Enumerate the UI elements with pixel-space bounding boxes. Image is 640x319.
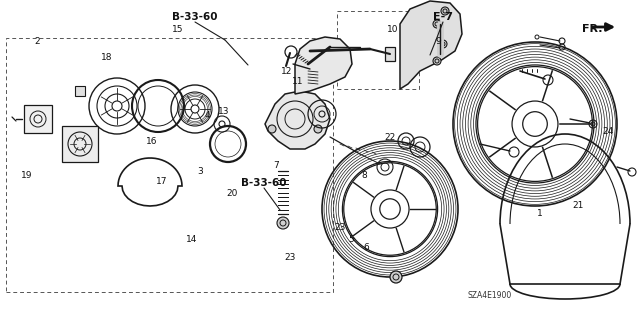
Circle shape	[268, 125, 276, 133]
Text: 23: 23	[284, 254, 296, 263]
Text: 23: 23	[334, 224, 346, 233]
Text: 22: 22	[385, 133, 396, 143]
Text: 14: 14	[186, 235, 198, 244]
Polygon shape	[385, 47, 395, 61]
Circle shape	[277, 217, 289, 229]
Text: 9: 9	[435, 38, 441, 47]
Circle shape	[441, 7, 449, 15]
Circle shape	[433, 20, 441, 28]
Text: 10: 10	[387, 26, 399, 34]
Text: SZA4E1900: SZA4E1900	[468, 292, 512, 300]
Text: 21: 21	[572, 202, 584, 211]
Text: 24: 24	[602, 128, 614, 137]
Text: B-33-60: B-33-60	[172, 12, 218, 22]
Text: FR.: FR.	[582, 24, 602, 34]
Polygon shape	[62, 126, 98, 162]
Text: 4: 4	[204, 110, 210, 120]
Text: 11: 11	[292, 78, 304, 86]
Text: 17: 17	[156, 177, 168, 187]
Text: 3: 3	[197, 167, 203, 176]
Text: 15: 15	[172, 26, 184, 34]
Polygon shape	[75, 86, 85, 96]
Text: B-33-60: B-33-60	[241, 178, 287, 188]
Text: 20: 20	[227, 189, 237, 198]
Text: 5: 5	[348, 235, 354, 244]
Polygon shape	[265, 91, 330, 149]
Text: 13: 13	[218, 107, 230, 115]
Text: 19: 19	[21, 172, 33, 181]
Bar	[6, 38, 333, 292]
Text: 8: 8	[361, 170, 367, 180]
Text: E-7: E-7	[433, 12, 453, 22]
Text: 16: 16	[147, 137, 157, 145]
Text: 18: 18	[101, 53, 113, 62]
Text: 12: 12	[282, 68, 292, 77]
Text: 7: 7	[273, 160, 279, 169]
Text: 2: 2	[34, 38, 40, 47]
Polygon shape	[24, 105, 52, 133]
Polygon shape	[400, 1, 462, 89]
Polygon shape	[295, 37, 352, 94]
Text: 1: 1	[537, 209, 543, 218]
Bar	[337, 11, 419, 89]
Circle shape	[314, 125, 322, 133]
Text: 6: 6	[363, 243, 369, 253]
Circle shape	[439, 40, 447, 48]
Circle shape	[390, 271, 402, 283]
Circle shape	[433, 57, 441, 65]
